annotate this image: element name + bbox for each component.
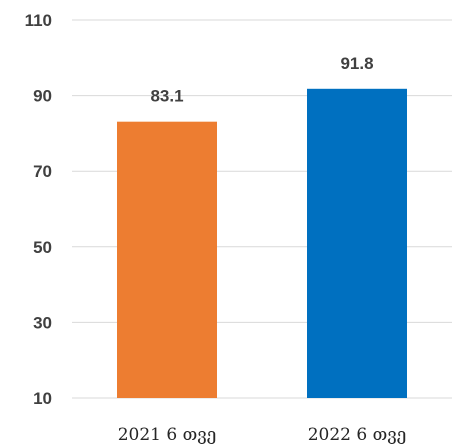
x-tick-label-2: 2022 6 თვე	[308, 425, 407, 445]
bars	[117, 88, 407, 399]
y-tick-label-30: 30	[33, 313, 52, 332]
y-tick-label-110: 110	[25, 11, 52, 30]
y-tick-label-10: 10	[33, 389, 52, 408]
y-tick-label-70: 70	[33, 162, 52, 181]
y-axis-tick-labels: 10 30 50 70 90 110	[25, 11, 52, 408]
x-axis-tick-labels: 2021 6 თვე 2022 6 თვე	[118, 425, 407, 445]
y-tick-label-50: 50	[33, 238, 52, 257]
x-tick-label-1: 2021 6 თვე	[118, 425, 217, 445]
bar-1	[117, 121, 217, 398]
data-label-2: 91.8	[340, 54, 373, 73]
data-labels: 83.1 91.8	[150, 54, 373, 106]
data-label-1: 83.1	[150, 87, 183, 106]
y-tick-label-90: 90	[33, 87, 52, 106]
bar-2	[307, 88, 407, 399]
